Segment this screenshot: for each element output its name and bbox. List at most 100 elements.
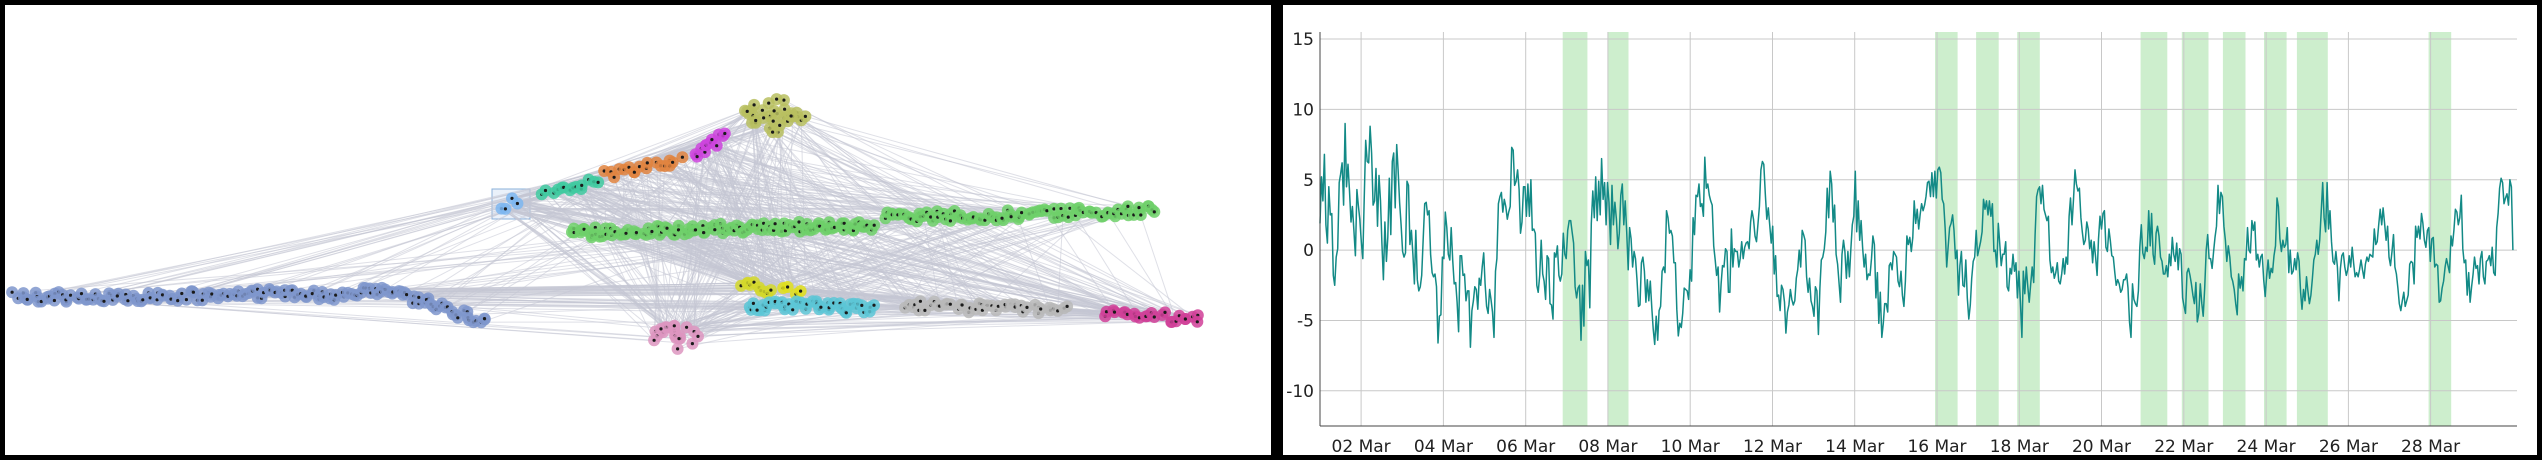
graph-node-center (755, 308, 759, 312)
graph-node-center (52, 298, 57, 303)
highlight-band (2428, 32, 2452, 426)
graph-node-center (690, 342, 695, 346)
highlight-band (1935, 32, 1958, 426)
graph-edge (704, 151, 732, 228)
graph-edge (692, 311, 1125, 345)
graph-node-center (200, 298, 204, 302)
graph-edge (753, 228, 810, 283)
graph-edge (37, 203, 518, 298)
x-axis-tick-labels: 02 Mar 04 Mar 06 Mar 08 Mar 10 Mar 12 Mar 14 M… (1332, 437, 2461, 455)
graph-edge (580, 188, 655, 341)
graph-node-center (752, 103, 756, 107)
graph-edge (856, 213, 1122, 309)
graph-node-center (695, 155, 699, 159)
graph-node-center (797, 220, 801, 224)
graph-edge (673, 110, 752, 327)
graph-edge (613, 177, 668, 328)
graph-node-center (948, 302, 952, 306)
graph-node-center (923, 308, 927, 312)
graph-node-center (1163, 310, 1167, 314)
graph-node-center (832, 225, 837, 229)
graph-node-center (701, 224, 705, 228)
graph-node-center (929, 215, 933, 219)
graph-edge (827, 216, 1102, 304)
node-cluster (495, 192, 524, 215)
x-tick-label: 16 Mar (1907, 437, 1966, 455)
graph-node-center (482, 317, 487, 321)
graph-edge (628, 166, 695, 231)
highlight-bands (1562, 32, 2452, 426)
graph-node-center (772, 109, 776, 113)
node-cluster (899, 295, 1074, 320)
highlight-band (2017, 32, 2040, 426)
graph-node-center (593, 225, 597, 230)
graph-edge (722, 135, 1108, 214)
y-tick-label: -5 (1297, 312, 1314, 332)
y-tick-label: -10 (1286, 382, 1314, 402)
graph-edge (1046, 210, 1115, 313)
x-tick-label: 08 Mar (1578, 437, 1637, 455)
graph-node-center (1025, 305, 1029, 309)
y-tick-label: 10 (1292, 100, 1314, 120)
graph-edge (679, 320, 1177, 337)
series-line-group (1319, 122, 2514, 348)
graph-edge (613, 176, 1135, 315)
graph-edge (705, 144, 1102, 218)
graph-node-center (786, 285, 790, 289)
graph-node-center (860, 303, 864, 307)
graph-node-center (1068, 206, 1072, 210)
graph-edge (659, 110, 752, 235)
graph-edge (597, 181, 971, 309)
node-cluster (879, 200, 1161, 228)
graph-node-center (710, 138, 714, 142)
node-cluster (735, 276, 777, 300)
graph-edge (86, 170, 605, 301)
graph-node-center (334, 293, 338, 297)
graph-node-center (676, 228, 681, 232)
graph-node-center (405, 293, 409, 297)
graph-edge (447, 306, 675, 331)
x-tick-label: 20 Mar (2072, 437, 2131, 455)
graph-edge (958, 216, 1124, 314)
node-cluster (689, 127, 731, 163)
graph-edge (849, 227, 1024, 313)
graph-edge (610, 113, 749, 173)
graph-node-center (210, 292, 214, 296)
x-tick-label: 10 Mar (1661, 437, 1720, 455)
graph-node-center (767, 101, 771, 105)
network-graph (6, 93, 1204, 355)
graph-node-center (160, 293, 165, 297)
graph-edge (695, 229, 1058, 312)
graph-node-center (652, 338, 656, 342)
graph-edge (908, 210, 955, 306)
graph-node-center (948, 219, 953, 223)
x-tick-label: 22 Mar (2154, 437, 2213, 455)
graph-node-center (39, 299, 43, 304)
graph-edge (517, 203, 940, 307)
graph-node-center (671, 160, 675, 164)
graph-node-center (1152, 315, 1156, 319)
graph-node-center (612, 175, 616, 179)
graph-node-center (645, 161, 649, 165)
graph-node-center (762, 116, 766, 120)
graph-node-center (723, 131, 727, 136)
graph-node-center (872, 223, 876, 227)
graph-edge (1017, 218, 1051, 311)
graph-edge (681, 157, 705, 233)
graph-node-center (791, 308, 795, 312)
highlight-band (1607, 32, 1629, 426)
node-cluster (6, 281, 491, 329)
graph-edge (95, 170, 605, 295)
graph-edge (920, 216, 1103, 302)
graph-edge (711, 139, 797, 295)
graph-node-center (659, 327, 663, 331)
graph-node-center (69, 293, 73, 297)
graph-edge (716, 145, 802, 292)
graph-node-center (775, 97, 779, 101)
graph-node-center (771, 119, 775, 123)
graph-node-center (1125, 312, 1129, 316)
graph-node-center (126, 299, 130, 303)
graph-node-center (582, 227, 586, 231)
graph-edge (170, 190, 546, 300)
graph-edge (602, 235, 963, 306)
